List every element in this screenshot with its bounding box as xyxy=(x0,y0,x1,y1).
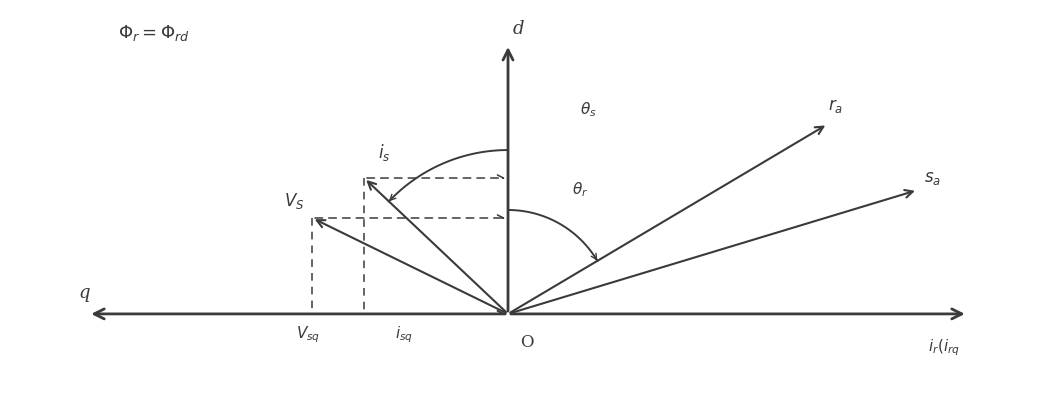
Text: d: d xyxy=(512,20,524,38)
Text: $i_{sq}$: $i_{sq}$ xyxy=(395,324,413,345)
Text: $V_S$: $V_S$ xyxy=(284,191,304,211)
Text: q: q xyxy=(78,284,90,302)
Text: $i_s$: $i_s$ xyxy=(378,142,391,163)
Text: $r_a$: $r_a$ xyxy=(828,97,843,115)
Text: $i_r(i_{rq}$: $i_r(i_{rq}$ xyxy=(927,338,960,359)
Text: $\Phi_r = \Phi_{rd}$: $\Phi_r = \Phi_{rd}$ xyxy=(118,23,190,43)
Text: $\theta_r$: $\theta_r$ xyxy=(572,180,588,199)
Text: $s_a$: $s_a$ xyxy=(924,170,941,187)
Text: $\theta_s$: $\theta_s$ xyxy=(580,100,597,119)
Text: $V_{sq}$: $V_{sq}$ xyxy=(296,324,320,345)
Text: O: O xyxy=(520,334,533,351)
